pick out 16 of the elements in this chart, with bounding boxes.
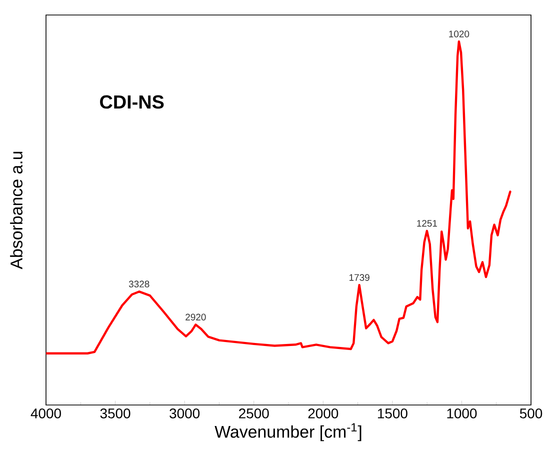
x-tick-label: 3000: [170, 408, 200, 418]
annotation: 1251: [417, 220, 437, 227]
x-tick-label: 1000: [447, 408, 477, 418]
x-tick-label: 4000: [30, 408, 61, 418]
x-tick-label: 2000: [308, 408, 338, 418]
x-tick-label: 1500: [378, 408, 408, 418]
y-axis-title: Absorbance a.u: [10, 152, 22, 270]
text: CDI-NS: [100, 95, 164, 109]
x-tick-label: 2500: [239, 408, 269, 418]
x-tick-label: 3500: [100, 408, 130, 418]
x-tick-label: 500: [520, 408, 542, 418]
annotation: 1020: [449, 30, 470, 38]
annotation: 2920: [186, 314, 206, 320]
annotation: 3328: [128, 280, 150, 288]
x-axis-title: Wavenumber [cm$^{-1}$]: [214, 423, 362, 442]
annotation: 1739: [350, 274, 370, 281]
